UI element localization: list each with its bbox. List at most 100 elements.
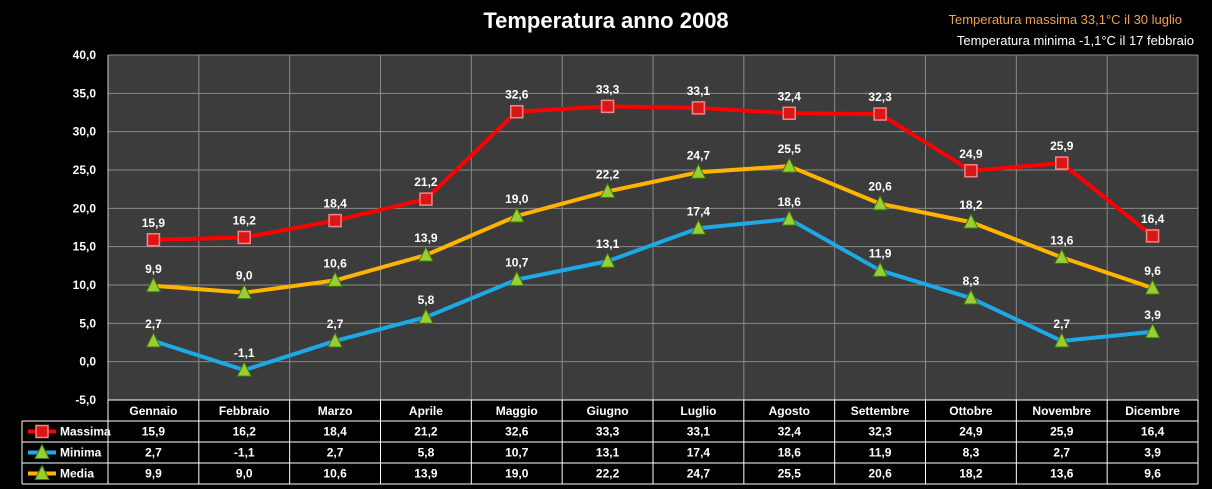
table-cell-minima: 18,6 — [778, 446, 802, 460]
data-point-media — [508, 206, 525, 223]
data-point-minima — [872, 261, 888, 277]
data-point-media — [690, 163, 707, 179]
table-cell-minima: 2,7 — [1053, 446, 1070, 460]
data-label-massima: 32,3 — [868, 90, 892, 104]
table-cell-media: 9,9 — [145, 467, 162, 481]
data-label-minima: 17,4 — [687, 204, 711, 218]
table-cell-massima: 18,4 — [323, 425, 347, 439]
x-category-label: Giugno — [587, 404, 629, 418]
series-line-media — [153, 164, 1154, 295]
table-cell-massima: 33,3 — [596, 425, 620, 439]
series-line-minima — [152, 217, 1153, 373]
data-label-minima: 11,9 — [869, 246, 892, 260]
series-media: 9,9 9,0 10,6 13,9 19,0 22,2 24,7 25,5 20,6 18,2 13… — [145, 142, 1161, 300]
table-cell-massima: 32,4 — [778, 425, 802, 439]
data-label-minima: 5,8 — [418, 293, 435, 307]
table-cell-media: 13,6 — [1050, 467, 1074, 481]
data-point-massima — [964, 164, 978, 178]
data-label-media: 22,2 — [596, 167, 620, 181]
table-cell-massima: 16,4 — [1141, 425, 1165, 439]
data-point-minima — [599, 252, 616, 268]
data-label-massima: 16,2 — [233, 213, 257, 227]
data-label-minima: -1,1 — [234, 346, 255, 360]
y-tick-label: 40,0 — [73, 48, 97, 62]
series-line-massima — [153, 104, 1154, 242]
y-tick-label: -5,0 — [75, 393, 96, 407]
x-category-label: Luglio — [680, 404, 716, 418]
y-tick-label: 25,0 — [73, 163, 97, 177]
y-tick-label: 35,0 — [73, 86, 97, 100]
data-point-media — [418, 245, 434, 262]
data-point-massima — [691, 101, 706, 115]
y-tick-label: 20,0 — [73, 201, 97, 215]
data-point-massima — [328, 213, 342, 228]
data-label-media: 13,6 — [1050, 233, 1074, 247]
table-cell-massima: 33,1 — [687, 425, 711, 439]
table-cell-massima: 21,2 — [414, 425, 438, 439]
data-point-minima — [963, 288, 979, 305]
data-point-minima — [508, 270, 525, 287]
data-point-minima — [1144, 322, 1161, 339]
data-label-minima: 2,7 — [327, 317, 344, 331]
data-point-minima — [327, 331, 343, 348]
legend-label-massima: Massima — [60, 425, 111, 439]
x-category-label: Gennaio — [129, 404, 177, 418]
table-cell-media: 18,2 — [959, 467, 983, 481]
table-cell-media: 10,6 — [323, 467, 347, 481]
data-point-minima — [145, 331, 162, 348]
x-category-label: Maggio — [496, 404, 538, 418]
x-category-label: Febbraio — [219, 404, 270, 418]
data-label-massima: 33,1 — [687, 84, 711, 98]
table-cell-minima: 17,4 — [687, 446, 711, 460]
legend-key-marker-minima — [34, 443, 50, 459]
data-label-minima: 13,1 — [596, 237, 620, 251]
legend-key-marker-media — [34, 464, 50, 480]
y-tick-label: 5,0 — [79, 316, 96, 330]
data-label-massima: 18,4 — [323, 197, 347, 211]
data-label-minima: 2,7 — [1053, 317, 1070, 331]
data-point-minima — [418, 308, 434, 324]
table-cell-minima: 8,3 — [963, 446, 980, 460]
series-minima: 2,7 -1,1 2,7 5,8 10,7 13,1 17,4 18,6 11,9 8,3 2,7 3… — [145, 195, 1161, 377]
data-point-media — [599, 182, 616, 198]
data-label-minima: 18,6 — [778, 195, 802, 209]
table-cell-media: 19,0 — [505, 467, 529, 481]
data-label-media: 9,9 — [145, 262, 162, 276]
table-cell-media: 22,2 — [596, 467, 620, 481]
series-massima: 15,9 16,2 18,4 21,2 32,6 33,3 33,1 32,4 32,3 24,9… — [142, 82, 1165, 247]
data-label-massima: 15,9 — [142, 216, 166, 230]
data-label-massima: 32,6 — [505, 88, 529, 102]
data-point-minima — [236, 360, 253, 377]
data-point-massima — [146, 233, 161, 247]
data-label-media: 13,9 — [414, 231, 438, 245]
data-label-media: 19,0 — [505, 192, 529, 206]
data-label-media: 25,5 — [778, 142, 802, 156]
table-cell-minima: 10,7 — [505, 446, 529, 460]
data-point-massima — [1145, 229, 1160, 243]
data-point-massima — [419, 192, 433, 206]
data-point-media — [236, 283, 253, 300]
x-category-label: Ottobre — [949, 404, 993, 418]
data-label-minima: 10,7 — [505, 256, 529, 270]
data-label-media: 18,2 — [959, 198, 983, 212]
y-tick-label: 10,0 — [73, 278, 97, 292]
table-cell-minima: 2,7 — [327, 446, 344, 460]
table-cell-media: 20,6 — [868, 467, 892, 481]
table-cell-minima: 11,9 — [869, 446, 892, 460]
table-cell-minima: 2,7 — [145, 446, 162, 460]
data-point-massima — [873, 107, 887, 121]
x-category-label: Agosto — [769, 404, 810, 418]
min-temperature-note: Temperatura minima -1,1°C il 17 febbraio — [956, 33, 1194, 48]
table-cell-minima: 13,1 — [596, 446, 620, 460]
data-point-media — [1144, 278, 1161, 295]
table-cell-media: 9,0 — [236, 467, 253, 481]
data-label-massima: 24,9 — [959, 147, 983, 161]
data-label-minima: 8,3 — [963, 274, 980, 288]
data-point-minima — [1053, 331, 1070, 348]
table-cell-massima: 32,6 — [505, 425, 529, 439]
data-label-minima: 3,9 — [1144, 308, 1161, 322]
chart-title: Temperatura anno 2008 — [483, 8, 729, 33]
table-cell-media: 24,7 — [687, 467, 711, 481]
data-point-massima — [1055, 156, 1069, 170]
